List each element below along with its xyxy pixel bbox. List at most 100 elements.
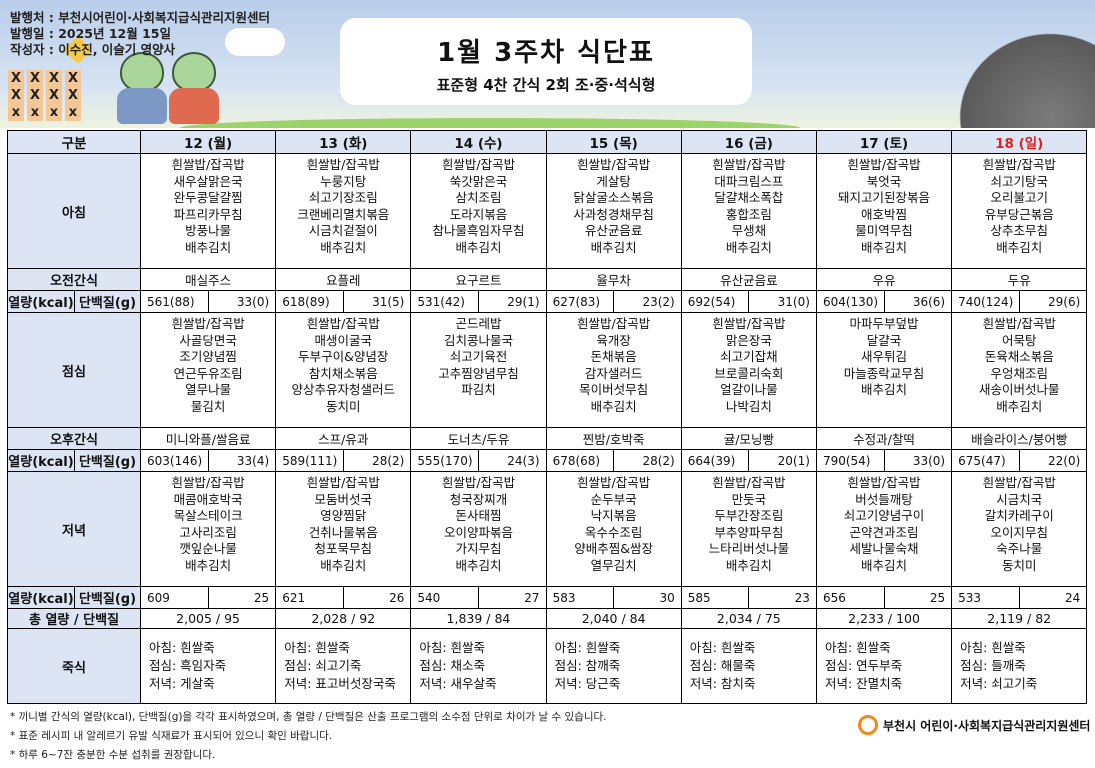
menu-item: 얼갈이나물: [720, 382, 778, 397]
menu-item: 마파두부덮밥: [849, 316, 919, 331]
protein-value: 28(2): [342, 449, 412, 472]
day-header: 12 (월): [139, 130, 277, 154]
am-snack-cell: 두유: [951, 268, 1088, 291]
cave-illustration: [945, 20, 1095, 128]
protein-value: 25: [207, 586, 277, 609]
day-header: 17 (토): [815, 130, 953, 154]
protein-value: 29(6): [1018, 290, 1088, 313]
breakfast-cell: 흰쌀밥/잡곡밥 새우살맑은국 완두콩달걀찜 파프리카무침 방풍나물 배추김치: [139, 153, 277, 269]
dinner-label: 저녁: [7, 471, 141, 587]
table-row: 구분 12 (월) 13 (화) 14 (수) 15 (목) 16 (금) 17 (토) 18…: [7, 130, 1088, 154]
menu-item: 흰쌀밥/잡곡밥: [171, 157, 245, 172]
total-value: 1,839 / 84: [410, 608, 547, 629]
menu-item: 홍합조림: [725, 206, 772, 222]
publish-date: 발행일 : 2025년 12월 15일: [10, 26, 171, 41]
menu-item: 김치콩나물국: [443, 332, 513, 348]
kcal-value: 540: [410, 586, 479, 609]
footer-logo: 부천시 어린이·사회복지급식관리지원센터: [858, 715, 1090, 735]
porridge-item: 점심: 들깨죽: [960, 658, 1026, 673]
menu-item: 부추양파무침: [714, 524, 784, 540]
porridge-item: 점심: 쇠고기죽: [284, 658, 362, 673]
category-header: 구분: [7, 130, 141, 154]
menu-item: 흰쌀밥/잡곡밥: [847, 475, 921, 490]
lunch-cell: 마파두부덮밥 달걀국 새우튀김 마늘종락교무침 배추김치: [815, 312, 953, 428]
pm-snack-cell: 미니와플/쌀음료: [139, 427, 277, 450]
porridge-item: 점심: 연두부죽: [824, 658, 903, 673]
porridge-item: 아침: 흰쌀죽: [689, 640, 756, 655]
protein-value: 33(4): [207, 449, 277, 472]
porridge-item: 저녁: 쇠고기죽: [960, 676, 1038, 691]
kcal-label: 열량(kcal): [7, 586, 75, 609]
menu-item: 물김치: [190, 398, 226, 414]
menu-item: 새송이버섯나물: [978, 382, 1060, 397]
menu-item: 건취나물볶음: [308, 524, 378, 540]
menu-item: 배추김치: [861, 382, 908, 397]
dinner-cell: 흰쌀밥/잡곡밥 순두부국 낙지볶음 옥수수조림 양배추찜&쌈장 열무김치: [545, 471, 682, 587]
kcal-value: 740(124): [951, 290, 1020, 313]
menu-item: 배추김치: [590, 398, 637, 414]
day-header: 18 (일): [951, 130, 1088, 154]
am-snack-cell: 요플레: [275, 268, 412, 291]
menu-item: 양상추유자청샐러드: [291, 382, 396, 397]
protein-value: 31(5): [342, 290, 412, 313]
menu-item: 두부구이&양념장: [298, 349, 389, 364]
breakfast-cell: 흰쌀밥/잡곡밥 쑥갓맑은국 삼치조림 도라지볶음 참나물흑임자무침 배추김치: [410, 153, 547, 269]
menu-item: 시금치국: [996, 491, 1043, 507]
protein-value: 36(6): [883, 290, 953, 313]
porridge-item: 아침: 흰쌀죽: [554, 640, 621, 655]
protein-label: 단백질(g): [74, 586, 141, 609]
total-label: 총 열량 / 단백질: [7, 608, 141, 629]
dinner-cell: 흰쌀밥/잡곡밥 매콤애호박국 목살스테이크 고사리조림 깻잎순나물 배추김치: [139, 471, 277, 587]
menu-item: 영양찜닭: [320, 508, 367, 523]
menu-item: 오이지무침: [990, 524, 1048, 540]
kcal-value: 678(68): [545, 449, 615, 472]
porridge-item: 저녁: 참치죽: [689, 676, 756, 691]
menu-item: 청국장찌개: [449, 491, 508, 507]
table-row: 열량(kcal) 단백질(g) 609 25 621 26 540 27 583 30 585 23 6…: [7, 586, 1088, 609]
menu-item: 고추찜양념무침: [438, 365, 519, 381]
breakfast-cell: 흰쌀밥/잡곡밥 누룽지탕 쇠고기장조림 크랜베리멸치볶음 시금치겉절이 배추김치: [275, 153, 412, 269]
dinner-cell: 흰쌀밥/잡곡밥 청국장찌개 돈사태찜 오이양파볶음 가지무침 배추김치: [410, 471, 547, 587]
porridge-item: 저녁: 잔멸치죽: [824, 676, 903, 691]
menu-item: 열무나물: [185, 382, 232, 397]
kcal-value: 604(130): [815, 290, 885, 313]
table-row: 아침 흰쌀밥/잡곡밥 새우살맑은국 완두콩달걀찜 파프리카무침 방풍나물 배추김치 흰쌀밥/잡…: [7, 153, 1088, 269]
smile-logo-icon: [858, 715, 878, 735]
lunch-cell: 흰쌀밥/잡곡밥 맑은장국 쇠고기잡채 브로콜리숙회 얼갈이나물 나박김치: [680, 312, 817, 428]
menu-item: 달걀채소폭찹: [714, 190, 784, 205]
kcal-value: 583: [545, 586, 615, 609]
kcal-value: 618(89): [275, 290, 344, 313]
menu-item: 파김치: [461, 382, 496, 397]
menu-item: 돈육채소볶음: [984, 349, 1054, 364]
total-value: 2,028 / 92: [275, 608, 412, 629]
menu-item: 낙지볶음: [590, 508, 637, 523]
menu-item: 방풍나물: [185, 223, 232, 238]
kcal-value: 555(170): [410, 449, 479, 472]
menu-item: 쇠고기탕국: [990, 173, 1048, 189]
note: * 끼니별 간식의 열량(kcal), 단백질(g)을 각각 표시하였으며, 총…: [10, 711, 607, 723]
menu-item: 오이양파볶음: [443, 524, 513, 540]
menu-item: 배추김치: [185, 239, 232, 255]
total-value: 2,040 / 84: [545, 608, 682, 629]
menu-item: 북엇국: [866, 173, 902, 189]
am-snack-cell: 우유: [815, 268, 953, 291]
kcal-value: 656: [815, 586, 885, 609]
protein-label: 단백질(g): [74, 449, 141, 472]
hanbok-blue-illustration: [117, 88, 167, 124]
menu-item: 갈치카레구이: [984, 508, 1054, 523]
protein-value: 26: [342, 586, 412, 609]
lunch-cell: 곤드레밥 김치콩나물국 쇠고기육전 고추찜양념무침 파김치: [410, 312, 547, 428]
menu-item: 시금치겉절이: [308, 223, 378, 238]
kcal-value: 664(39): [680, 449, 750, 472]
hanbok-red-illustration: [169, 88, 219, 124]
menu-item: 배추김치: [320, 557, 367, 573]
menu-item: 참나물흑임자무침: [432, 223, 525, 238]
menu-item: 맑은장국: [725, 332, 772, 348]
publisher-info: 발행처 : 부천시어린이·사회복지급식관리지원센터 발행일 : 2025년 12…: [10, 10, 270, 58]
menu-item: 육개장: [596, 332, 631, 348]
menu-item: 배추김치: [996, 398, 1043, 414]
table-row: 열량(kcal) 단백질(g) 603(146) 33(4) 589(111) 28(2)…: [7, 449, 1088, 472]
pm-snack-cell: 배슬라이스/붕어빵: [951, 427, 1088, 450]
